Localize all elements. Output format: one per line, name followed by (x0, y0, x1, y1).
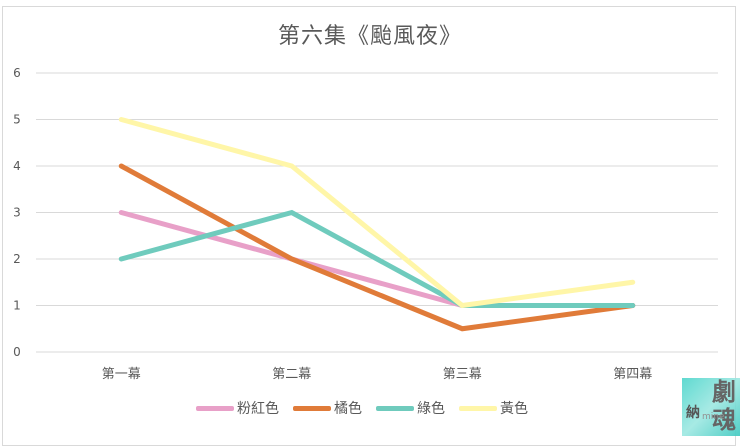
legend-item: 粉紅色 (196, 398, 279, 418)
x-tick-label: 第二幕 (272, 367, 311, 382)
legend-item: 綠色 (376, 398, 445, 418)
series-line (118, 209, 636, 308)
x-tick-label: 第三幕 (443, 367, 482, 382)
line-chart-plot: 0 1 2 3 4 5 6 第一幕 第二幕 第三幕 第四幕 (13, 66, 718, 382)
legend-swatch-icon (376, 405, 414, 411)
y-tick-label: 2 (13, 252, 21, 266)
legend-swatch-icon (293, 405, 331, 411)
series-line (118, 163, 636, 332)
series-line (118, 117, 636, 309)
legend-item: 黃色 (459, 398, 528, 418)
watermark-text-small: mine (702, 412, 725, 422)
watermark-text-left: 納 (686, 405, 700, 421)
watermark-logo: 納 劇魂 mine (682, 378, 740, 436)
legend-swatch-icon (459, 405, 497, 411)
x-tick-label: 第一幕 (102, 367, 141, 382)
legend-label: 綠色 (417, 401, 445, 417)
y-tick-label: 6 (13, 66, 21, 80)
x-tick-label: 第四幕 (613, 367, 652, 382)
series-lines (118, 117, 636, 332)
y-tick-label: 3 (13, 206, 21, 220)
legend-label: 粉紅色 (237, 401, 279, 417)
x-axis-ticks: 第一幕 第二幕 第三幕 第四幕 (102, 367, 653, 382)
y-tick-label: 1 (13, 299, 21, 313)
y-axis-ticks: 0 1 2 3 4 5 6 (13, 66, 21, 359)
y-tick-label: 5 (13, 113, 21, 127)
legend-swatch-icon (196, 405, 234, 411)
watermark-text-right: 劇魂 (712, 378, 736, 434)
legend-label: 橘色 (334, 401, 362, 417)
chart-title: 第六集《颱風夜》 (277, 24, 462, 49)
y-tick-label: 0 (13, 345, 21, 359)
legend-label: 黃色 (500, 401, 528, 417)
y-tick-label: 4 (13, 159, 21, 173)
legend-item: 橘色 (293, 398, 362, 418)
chart-legend: 粉紅色 橘色 綠色 黃色 (196, 398, 528, 418)
